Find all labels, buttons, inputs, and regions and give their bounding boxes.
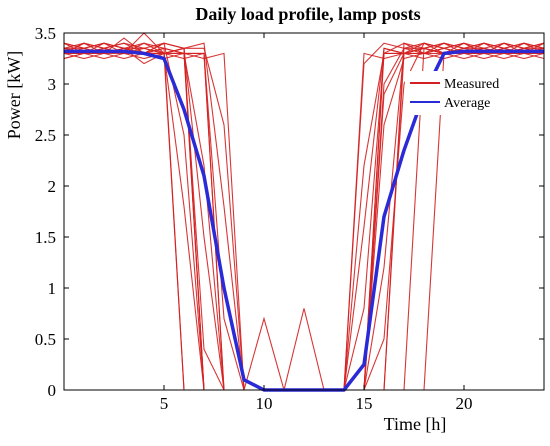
y-tick-label: 2 [48,177,57,196]
x-axis-label: Time [h] [384,414,447,434]
y-axis-label: Power [kW] [4,51,24,139]
y-tick-label: 1 [48,279,57,298]
y-tick-label: 1.5 [35,228,56,247]
x-tick-label: 15 [356,394,373,413]
y-tick-label: 2.5 [35,126,56,145]
y-tick-label: 3 [48,75,57,94]
x-tick-label: 5 [160,394,169,413]
chart-title: Daily load profile, lamp posts [195,4,420,24]
legend-measured-label: Measured [444,77,499,92]
y-tick-label: 0 [48,381,57,400]
y-axis-ticks: 0 0.5 1 1.5 2 2.5 3 3.5 [35,24,544,400]
x-tick-label: 20 [456,394,473,413]
legend: Measured Average [405,71,517,115]
x-tick-label: 10 [256,394,273,413]
x-axis-ticks: 5 10 15 20 [160,33,473,413]
plot-frame [63,32,545,391]
legend-average-label: Average [444,96,490,111]
y-tick-label: 3.5 [35,24,56,43]
y-tick-label: 0.5 [35,330,56,349]
legend-box [405,71,517,115]
